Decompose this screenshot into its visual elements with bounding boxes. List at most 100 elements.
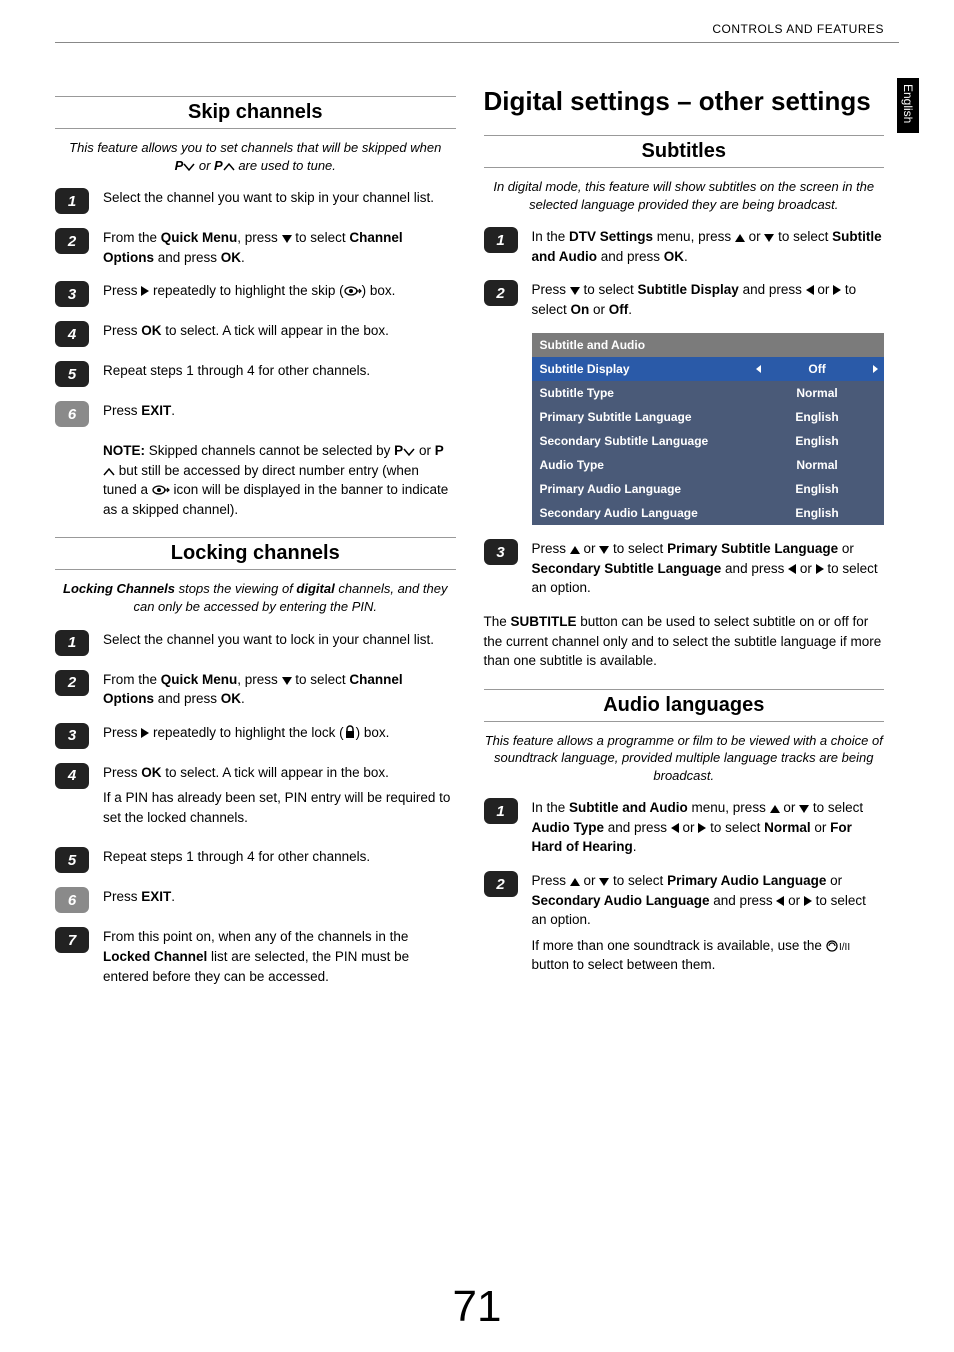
- lock-step-7: 7 From this point on, when any of the ch…: [55, 927, 456, 986]
- sub-step-1: 1 In the DTV Settings menu, press or to …: [484, 227, 885, 266]
- t: If a PIN has already been set, PIN entry…: [103, 788, 456, 827]
- t: and press: [721, 561, 788, 576]
- t: Normal: [764, 820, 811, 835]
- audio-languages-heading: Audio languages: [484, 689, 885, 722]
- t: to select: [292, 230, 350, 245]
- step-text: Press or to select Primary Audio Languag…: [532, 871, 885, 981]
- skip-intro-text: This feature allows you to set channels …: [69, 140, 441, 155]
- t: From this point on, when any of the chan…: [103, 929, 408, 944]
- t: repeatedly to highlight the lock (: [149, 725, 343, 740]
- table-row: Secondary Subtitle LanguageEnglish: [532, 429, 885, 453]
- t: EXIT: [141, 403, 171, 418]
- t: or: [580, 541, 600, 556]
- subtitle-audio-table: Subtitle and Audio Subtitle DisplayOffSu…: [532, 333, 885, 525]
- intro-or: or: [195, 158, 214, 173]
- svg-text:I/II: I/II: [839, 942, 850, 952]
- step-text: Press repeatedly to highlight the lock (…: [103, 723, 456, 743]
- table-row: Subtitle DisplayOff: [532, 357, 885, 381]
- t: Press: [103, 403, 141, 418]
- t: and press: [710, 893, 777, 908]
- setting-label: Primary Subtitle Language: [532, 405, 751, 429]
- t: or: [811, 820, 831, 835]
- t: OK: [141, 323, 161, 338]
- t: SUBTITLE: [511, 614, 577, 629]
- setting-label: Subtitle Display: [532, 357, 751, 381]
- t: button to select between them.: [532, 957, 716, 972]
- left-column: Skip channels This feature allows you to…: [55, 78, 456, 1292]
- up-arrow-icon: [770, 805, 780, 813]
- t: Press: [532, 873, 570, 888]
- setting-value: English: [750, 477, 884, 501]
- step-badge: 1: [55, 188, 89, 214]
- t: digital: [296, 581, 334, 596]
- t: and press: [597, 249, 664, 264]
- t: repeatedly to highlight the skip (: [149, 283, 343, 298]
- skip-step-4: 4 Press OK to select. A tick will appear…: [55, 321, 456, 347]
- p-up: P: [435, 443, 444, 458]
- note-label: NOTE:: [103, 443, 145, 458]
- skip-eye-icon: [344, 285, 362, 297]
- chevron-up-icon: [103, 467, 115, 477]
- t: to select: [609, 541, 667, 556]
- down-arrow-icon: [764, 234, 774, 242]
- t: and press: [739, 282, 806, 297]
- t: .: [633, 839, 637, 854]
- subtitles-intro: In digital mode, this feature will show …: [484, 178, 885, 213]
- t: menu, press: [688, 800, 770, 815]
- t: The: [484, 614, 511, 629]
- step-text: From the Quick Menu, press to select Cha…: [103, 228, 456, 267]
- setting-value: English: [750, 405, 884, 429]
- p-up-label: P: [214, 158, 223, 173]
- step-text: Press to select Subtitle Display and pre…: [532, 280, 885, 319]
- t: Primary Subtitle Language: [667, 541, 838, 556]
- setting-label: Audio Type: [532, 453, 751, 477]
- step-badge: 7: [55, 927, 89, 953]
- t: OK: [664, 249, 684, 264]
- skip-eye-icon: [152, 484, 170, 496]
- lock-step-6: 6 Press EXIT.: [55, 887, 456, 913]
- step-text: Select the channel you want to lock in y…: [103, 630, 456, 650]
- down-arrow-icon: [282, 677, 292, 685]
- lock-step-1: 1 Select the channel you want to lock in…: [55, 630, 456, 656]
- subtitle-button-note: The SUBTITLE button can be used to selec…: [484, 612, 885, 671]
- step-text: Press OK to select. A tick will appear i…: [103, 763, 456, 834]
- step-text: Press or to select Primary Subtitle Lang…: [532, 539, 885, 598]
- step-badge: 3: [55, 723, 89, 749]
- down-arrow-icon: [799, 805, 809, 813]
- step-text: From the Quick Menu, press to select Cha…: [103, 670, 456, 709]
- t: , press: [237, 230, 281, 245]
- t: EXIT: [141, 889, 171, 904]
- step-badge: 1: [484, 227, 518, 253]
- skip-step-2: 2 From the Quick Menu, press to select C…: [55, 228, 456, 267]
- setting-label: Subtitle Type: [532, 381, 751, 405]
- t: to select: [580, 282, 638, 297]
- setting-label: Primary Audio Language: [532, 477, 751, 501]
- setting-value: Normal: [750, 453, 884, 477]
- t: Skipped channels cannot be selected by: [145, 443, 394, 458]
- t: and press: [154, 691, 221, 706]
- t: Locking Channels: [63, 581, 175, 596]
- t: Subtitle Display: [638, 282, 739, 297]
- t: or: [784, 893, 804, 908]
- t: Locked Channel: [103, 949, 207, 964]
- step-text: Select the channel you want to skip in y…: [103, 188, 456, 208]
- audio-intro: This feature allows a programme or film …: [484, 732, 885, 785]
- t: OK: [221, 691, 241, 706]
- skip-step-5: 5 Repeat steps 1 through 4 for other cha…: [55, 361, 456, 387]
- t: or: [780, 800, 800, 815]
- table-row: Subtitle TypeNormal: [532, 381, 885, 405]
- t: or: [580, 873, 600, 888]
- t: , press: [237, 672, 281, 687]
- step-badge: 2: [55, 670, 89, 696]
- t: or: [826, 873, 842, 888]
- step-text: Press OK to select. A tick will appear i…: [103, 321, 456, 341]
- t: Subtitle and Audio: [569, 800, 688, 815]
- digital-settings-heading: Digital settings – other settings: [484, 86, 885, 117]
- audio-step-1: 1 In the Subtitle and Audio menu, press …: [484, 798, 885, 857]
- chevron-up-icon: [223, 162, 235, 172]
- step-badge: 2: [484, 871, 518, 897]
- t: and press: [604, 820, 671, 835]
- header-section: CONTROLS AND FEATURES: [712, 22, 884, 36]
- step-badge: 4: [55, 763, 89, 789]
- t: Secondary Subtitle Language: [532, 561, 722, 576]
